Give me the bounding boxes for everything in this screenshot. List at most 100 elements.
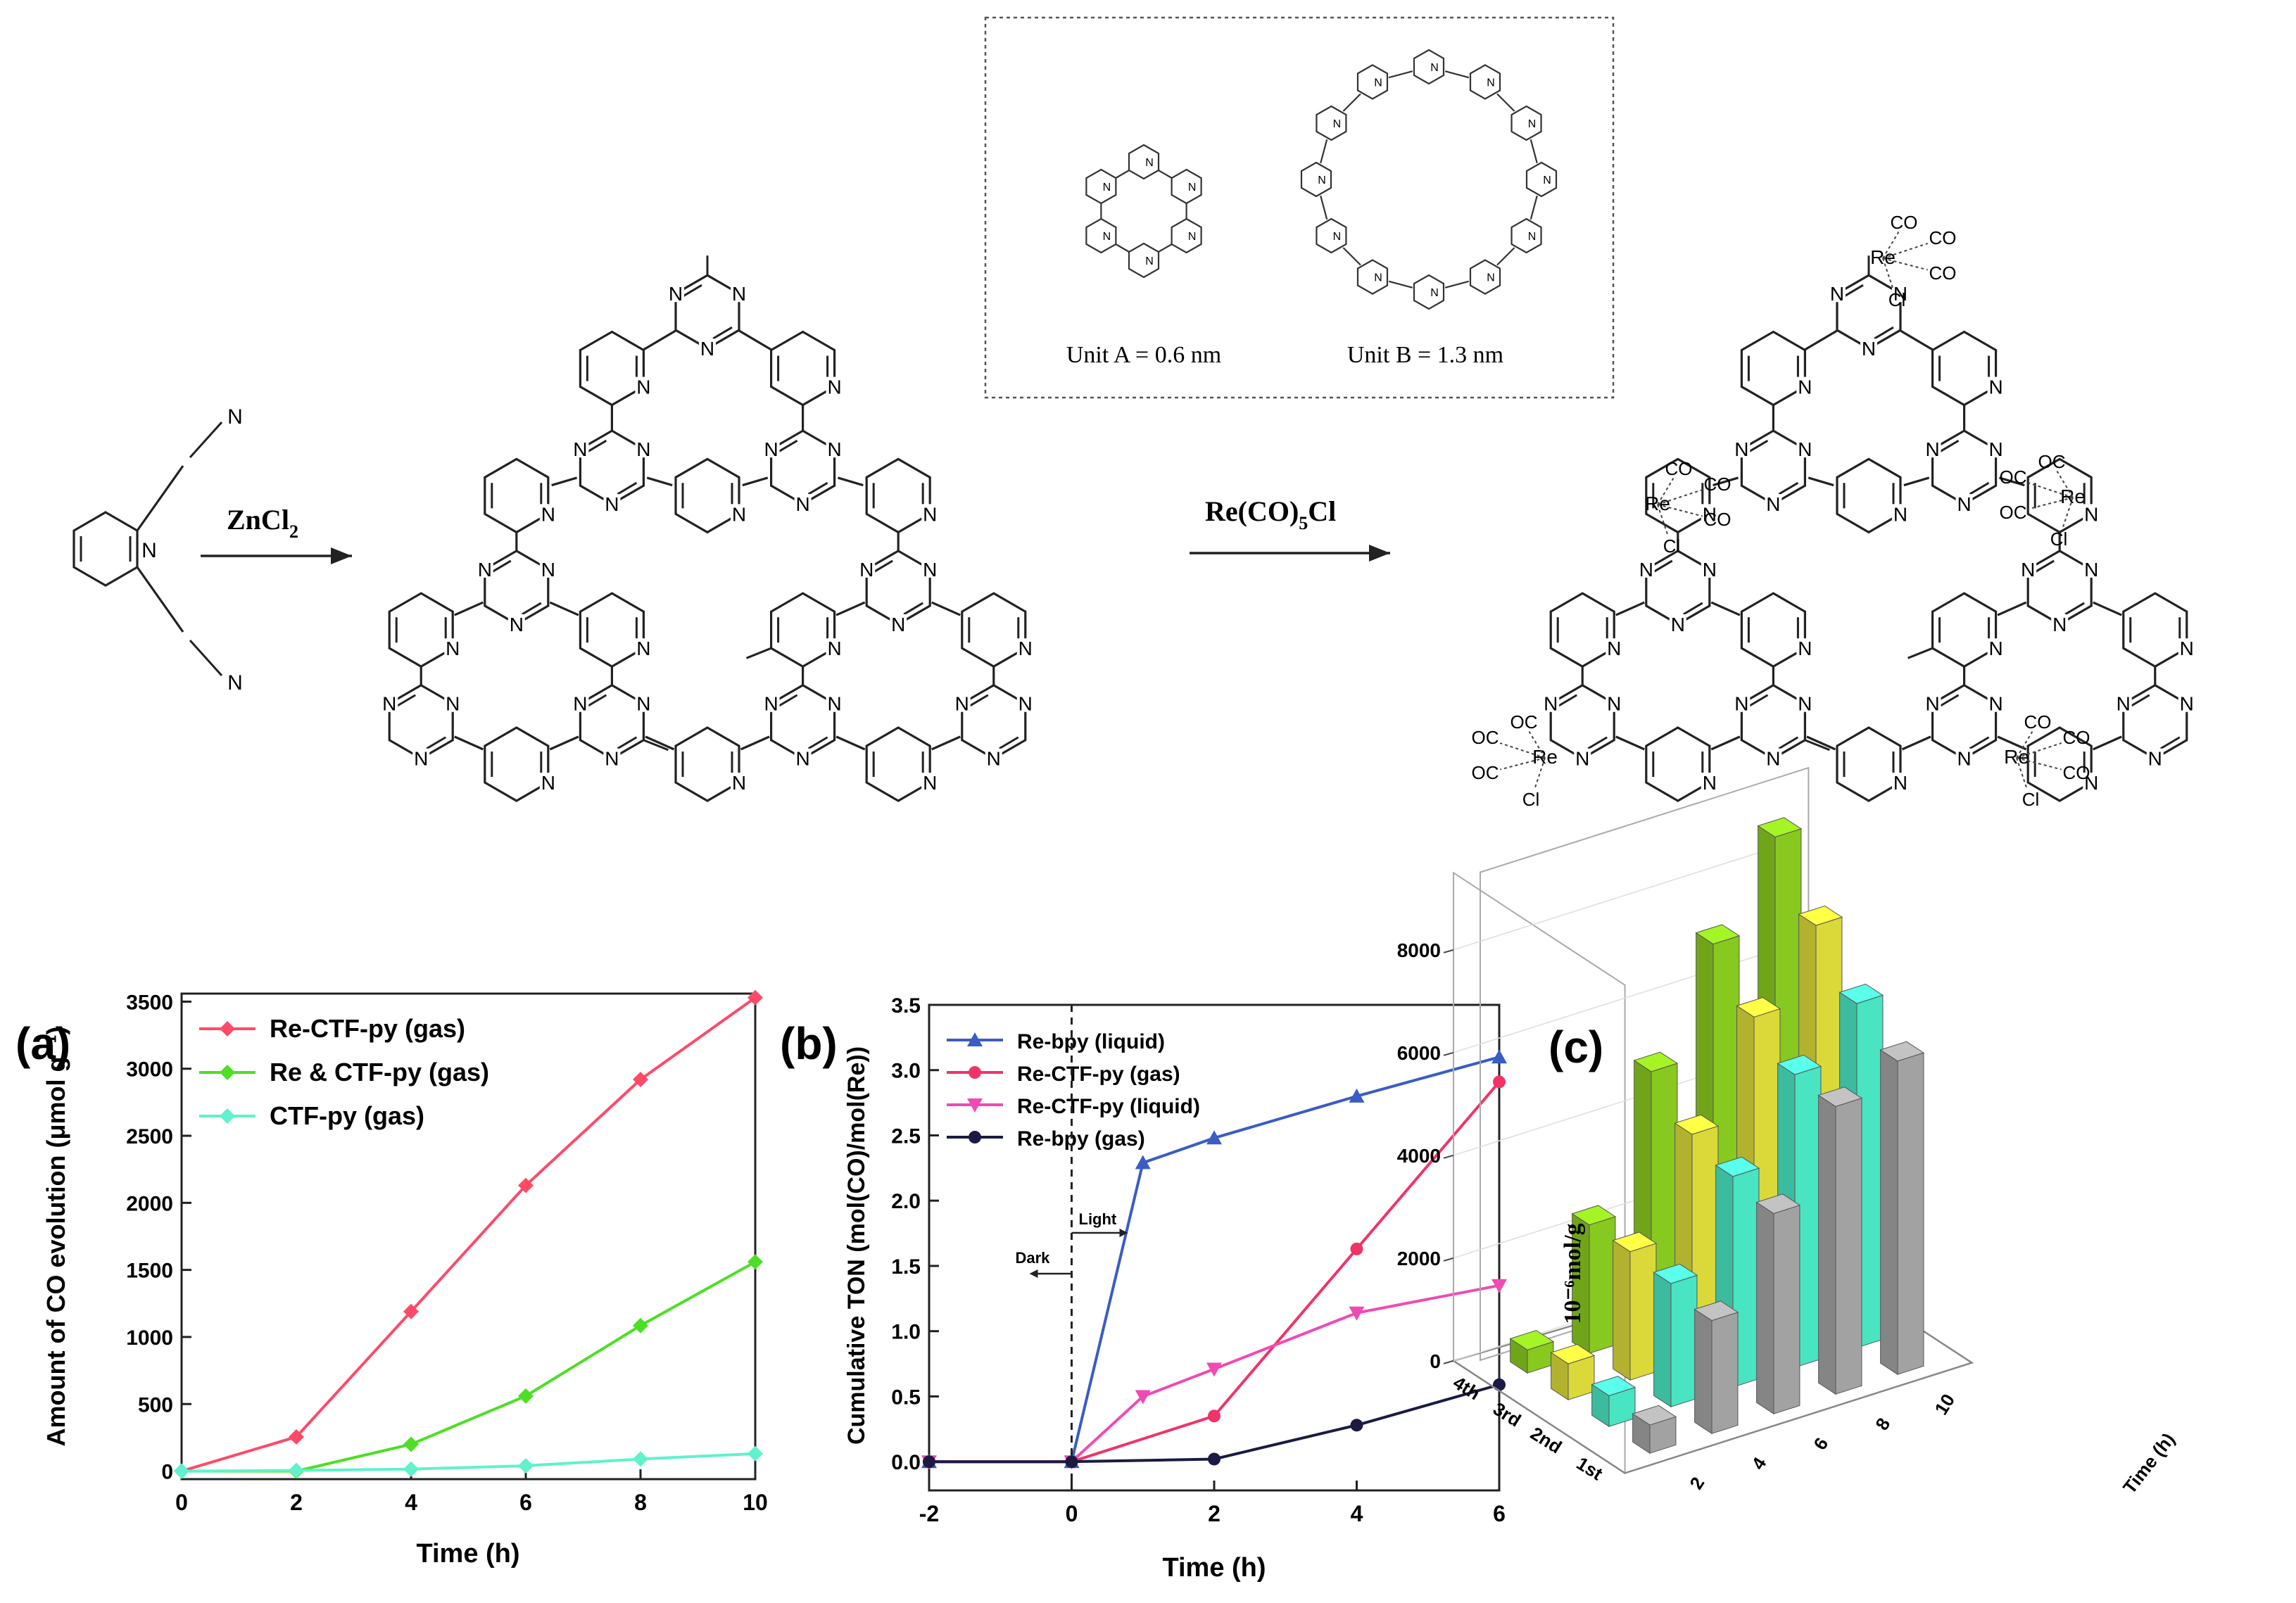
data-point (403, 1436, 419, 1452)
re-complex: ReCOCOCOCl (1645, 458, 1731, 557)
triazine-n-label: N (382, 693, 396, 715)
pyridine-n-label: N (1607, 638, 1621, 659)
bar-3d (1817, 1086, 1863, 1395)
y-tick-label: 1000 (126, 1326, 173, 1350)
unit-n-label: N (1333, 118, 1342, 130)
triazine-n-label: N (478, 559, 492, 581)
ctf-py-framework: N N N N N N N N N N N N N N N N N N N N N N N N N N N N N N N N N N N N N N N (381, 255, 1034, 802)
triazine-n-label: N (923, 559, 937, 581)
re-ligand-label: CO (1891, 212, 1918, 233)
reagent-re-subscript: 5 (1299, 513, 1308, 533)
pyridine-n-label: N (1988, 638, 2002, 659)
x-tick-label: 0 (175, 1490, 188, 1515)
nitrile-n-label: N (227, 671, 243, 695)
legend-marker (967, 1032, 983, 1046)
y-tick-label: 3.5 (891, 994, 921, 1018)
data-point (403, 1303, 419, 1319)
triazine-n-label: N (732, 283, 746, 305)
re-ligand-label: CO (1704, 509, 1732, 530)
panel-c-z-axis-title: 10⁻⁶mol/g (1560, 1223, 1586, 1324)
triazine-n-label: N (1639, 559, 1653, 581)
triazine-n-label: N (2180, 693, 2194, 715)
pyridine-n-label: N (827, 376, 841, 398)
unit-n-label: N (1487, 272, 1495, 284)
triazine-n-label: N (414, 748, 428, 770)
time-tick-label: 6 (1809, 1434, 1832, 1454)
panel-b: (b) -2 0 2 4 6 0.0 0.5 1.0 1.5 2.0 2.5 3.0 3.5 Re-bp… (780, 994, 1507, 1583)
panel-b-x-axis-title: Time (h) (1162, 1553, 1266, 1583)
x-tick-label: 4 (1351, 1501, 1363, 1526)
triazine-n-label: N (764, 693, 778, 715)
bar-3d (1591, 1376, 1636, 1428)
series-line (181, 996, 757, 1473)
y-tick-label: 0.5 (891, 1386, 921, 1409)
re-ligand-label: CO (1704, 474, 1732, 495)
legend-entry: Re-CTF-py (liquid) (1017, 1095, 1200, 1118)
nitrile-n-label: N (227, 405, 243, 429)
triazine-n-label: N (1766, 748, 1780, 770)
dark-arrow-head (1029, 1269, 1038, 1278)
re-complex: ReCOCOCOCl (1870, 212, 1956, 310)
unit-n-label: N (1145, 255, 1154, 267)
re-ctf-py-framework: NNNNNNNNNNNNNNNNNNNNNNNNNNNNNNNNNNNNNNNR… (1472, 212, 2195, 810)
unit-n-label: N (1318, 175, 1326, 186)
re-ligand-label: CO (2063, 762, 2090, 783)
y-tick-label: 2000 (126, 1192, 173, 1215)
data-point (748, 1445, 763, 1462)
triazine-n-label: N (1734, 693, 1748, 715)
series-line (182, 1260, 756, 1473)
triazine-n-label: N (795, 748, 809, 770)
z-tick (1443, 1360, 1454, 1364)
x-tick-label: 6 (1493, 1501, 1506, 1526)
re-ligand-label: OC (1472, 727, 1499, 748)
z-tick-label: 6000 (1397, 1042, 1441, 1064)
data-point (633, 1071, 648, 1087)
time-tick-label: 10 (1930, 1390, 1959, 1418)
data-point (518, 1388, 534, 1404)
triazine-n-label: N (605, 493, 619, 515)
z-tick-label: 8000 (1397, 939, 1441, 961)
x-tick-label: 10 (743, 1490, 768, 1515)
data-point (1491, 1279, 1507, 1293)
panel-b-annotations: Dark Light (1016, 1005, 1128, 1490)
triazine-n-label: N (636, 438, 650, 460)
triazine-n-label: N (859, 559, 873, 581)
panel-a-x-axis-title: Time (h) (416, 1539, 519, 1569)
data-point (1493, 1378, 1506, 1391)
unit-b-structure: N N N N N N N N N N N N (1300, 49, 1558, 310)
unit-n-label: N (1188, 182, 1197, 194)
legend-marker (220, 1065, 235, 1080)
unit-n-label: N (1487, 77, 1495, 89)
legend-entry: Re-bpy (gas) (1017, 1127, 1145, 1151)
unit-n-label: N (1430, 62, 1439, 74)
re-ligand-label: OC (1472, 762, 1499, 783)
unit-n-label: N (1374, 77, 1382, 89)
x-tick-label: 2 (1208, 1501, 1220, 1526)
legend-entry: CTF-py (gas) (270, 1101, 424, 1130)
legend-entry: Re & CTF-py (gas) (270, 1058, 489, 1086)
series-line (929, 1383, 1500, 1464)
re-complex: ReOCOCOCCl (2000, 451, 2086, 550)
pyridine-n-label: N (1703, 503, 1717, 525)
triazine-n-label: N (1893, 283, 1907, 305)
light-arrow-head (1119, 1229, 1128, 1237)
panel-a-series (174, 989, 763, 1479)
legend-marker (220, 1021, 235, 1037)
triazine-n-label: N (1988, 693, 2002, 715)
time-tick-label: 8 (1871, 1414, 1894, 1434)
pyridine-n-label: N (541, 503, 555, 525)
triazine-n-label: N (2117, 693, 2131, 715)
y-tick-label: 3.0 (891, 1060, 921, 1083)
data-point (1491, 1049, 1507, 1064)
data-point (1350, 1242, 1363, 1255)
data-point (289, 1462, 304, 1478)
triazine-n-label: N (1988, 438, 2002, 460)
svg-text:Re(CO)5Cl: Re(CO)5Cl (1205, 495, 1336, 533)
triazine-n-label: N (573, 438, 587, 460)
triazine-n-label: N (1957, 748, 1971, 770)
triazine-n-label: N (605, 748, 619, 770)
bar-3d (1550, 1343, 1596, 1401)
legend-entry: Re-CTF-py (gas) (270, 1014, 465, 1043)
triazine-n-label: N (987, 748, 1001, 770)
